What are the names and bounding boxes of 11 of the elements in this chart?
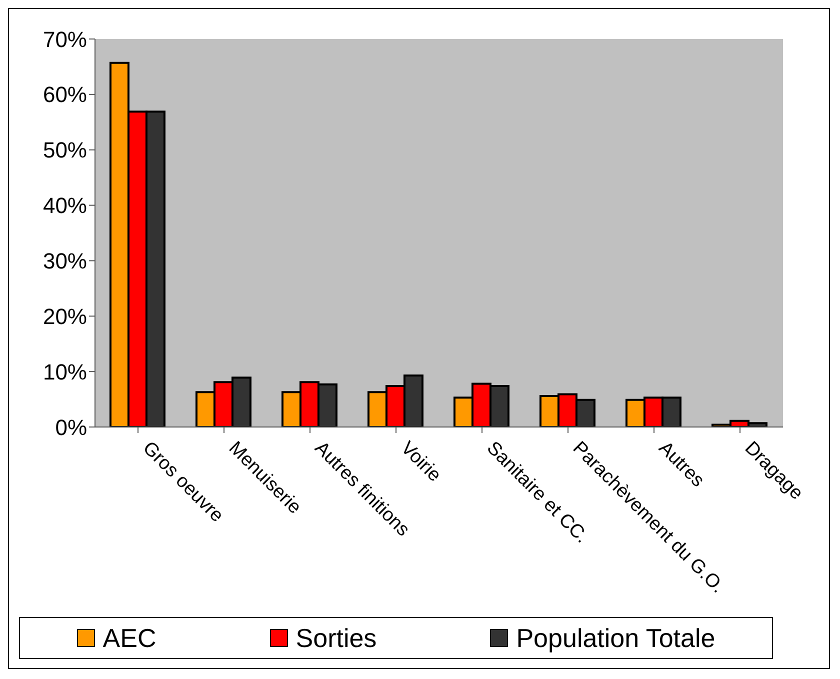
legend-label: Population Totale: [515, 622, 716, 654]
y-tick-label: 10%: [42, 359, 87, 384]
y-tick-label: 50%: [42, 138, 87, 163]
y-tick-label: 40%: [42, 193, 87, 218]
legend-label: Sorties: [294, 622, 377, 654]
legend-label: AEC: [102, 622, 156, 654]
y-tick-label: 60%: [42, 82, 87, 108]
y-tick-label: 0%: [55, 414, 87, 440]
y-tick-label: 20%: [42, 304, 87, 329]
y-tick-label: 70%: [42, 26, 87, 52]
y-tick-label: 30%: [42, 248, 87, 274]
